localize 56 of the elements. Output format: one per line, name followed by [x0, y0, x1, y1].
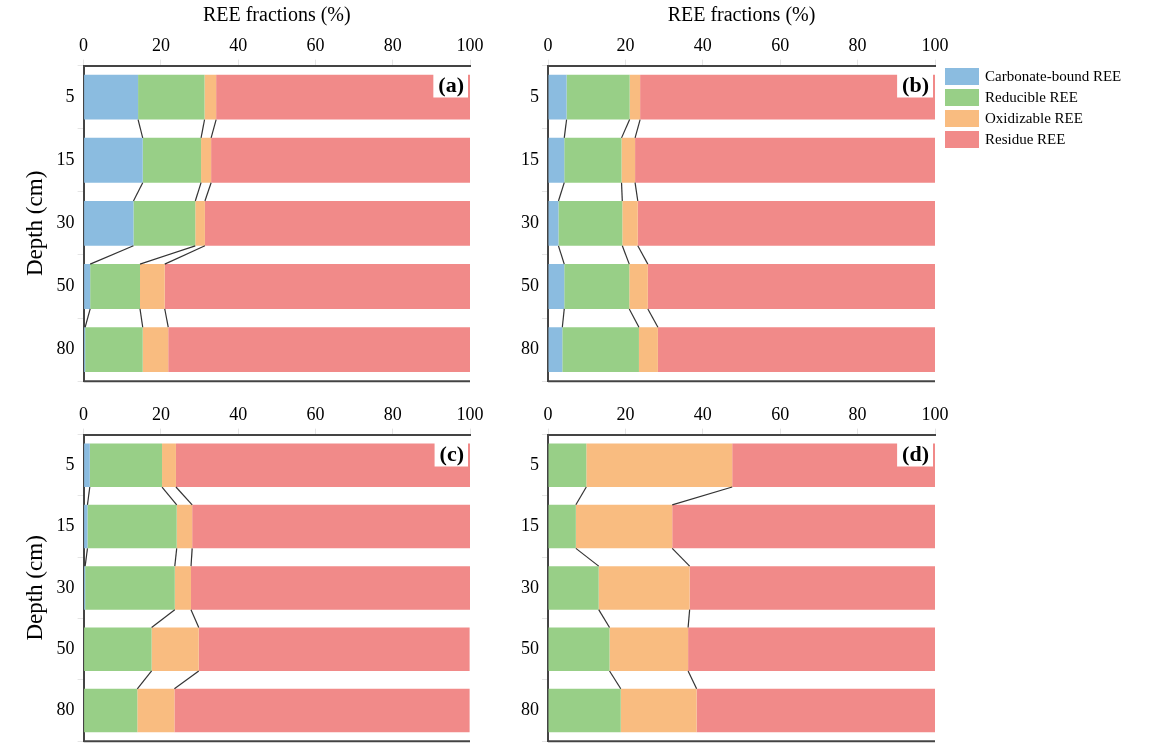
legend-label: Reducible REE [985, 88, 1078, 106]
x-tick-label: 20 [151, 34, 170, 55]
x-tick-label: 20 [151, 403, 170, 424]
legend-label: Carbonate-bound REE [985, 67, 1122, 85]
x-tick-label: 80 [383, 403, 402, 424]
x-tick-label: 0 [543, 403, 553, 424]
annotation: (b) [902, 71, 929, 97]
y-tick-label: 5 [530, 453, 539, 474]
x-tick-label: 40 [229, 34, 248, 55]
y-tick-label: 80 [56, 338, 75, 359]
x-tick-label: 60 [771, 34, 790, 55]
y-tick-label: 50 [56, 275, 75, 296]
y-tick-label: 15 [56, 515, 75, 536]
x-tick-label: 80 [848, 403, 867, 424]
y-tick-label: 5 [65, 85, 75, 106]
x-tick-label: 100 [921, 403, 949, 424]
x-axis-title: REE fractions (%) [667, 3, 816, 27]
annotation: (c) [439, 440, 464, 466]
y-tick-label: 30 [521, 212, 539, 233]
y-tick-label: 5 [65, 453, 75, 474]
x-tick-label: 0 [79, 403, 89, 424]
x-tick-label: 40 [693, 34, 712, 55]
y-tick-label: 15 [56, 149, 75, 170]
x-tick-label: 100 [921, 34, 949, 55]
y-tick-label: 50 [521, 637, 539, 658]
x-tick-label: 80 [383, 34, 402, 55]
y-axis-title: Depth (cm) [21, 535, 47, 641]
x-tick-label: 100 [456, 34, 484, 55]
annotation: (a) [438, 71, 464, 97]
x-tick-label: 40 [693, 403, 712, 424]
x-tick-label: 60 [306, 403, 325, 424]
x-tick-label: 20 [616, 403, 635, 424]
y-tick-label: 15 [521, 515, 539, 536]
x-tick-label: 40 [229, 403, 248, 424]
x-tick-label: 0 [79, 34, 89, 55]
x-tick-label: 20 [616, 34, 635, 55]
legend-label: Oxidizable REE [985, 109, 1083, 127]
x-axis-title: REE fractions (%) [202, 3, 351, 27]
y-tick-label: 15 [521, 149, 539, 170]
x-tick-label: 60 [771, 403, 790, 424]
legend-label: Residue REE [985, 130, 1066, 148]
x-tick-label: 80 [848, 34, 867, 55]
x-tick-label: 100 [456, 403, 484, 424]
y-tick-label: 30 [56, 212, 75, 233]
y-tick-label: 30 [521, 576, 539, 597]
y-tick-label: 80 [56, 699, 75, 720]
y-tick-label: 80 [521, 699, 539, 720]
y-tick-label: 50 [56, 637, 75, 658]
y-tick-label: 5 [530, 85, 539, 106]
annotation: (d) [902, 440, 929, 466]
y-axis-title: Depth (cm) [21, 170, 47, 277]
y-tick-label: 80 [521, 338, 539, 359]
x-tick-label: 0 [543, 34, 553, 55]
y-tick-label: 30 [56, 576, 75, 597]
x-tick-label: 60 [306, 34, 325, 55]
y-tick-label: 50 [521, 275, 539, 296]
